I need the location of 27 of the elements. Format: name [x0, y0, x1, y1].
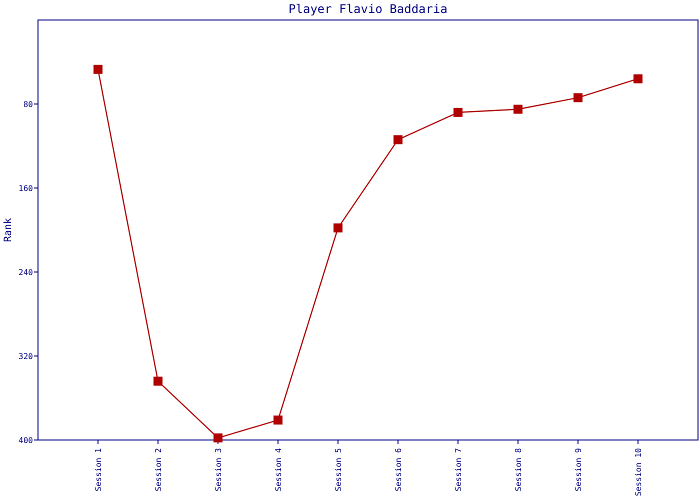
point — [574, 93, 582, 102]
point — [94, 64, 102, 74]
x-tick-label: Session 2 — [154, 448, 163, 492]
y-tick-label: 320 — [18, 352, 34, 361]
point — [274, 416, 282, 425]
y-tick-label: 160 — [18, 184, 34, 193]
point — [334, 223, 342, 232]
x-tick-label: Session 1 — [94, 448, 103, 492]
y-tick-label: 80 — [23, 100, 34, 109]
point — [454, 108, 462, 117]
point — [214, 433, 222, 442]
x-tick-label: Session 6 — [394, 448, 403, 492]
x-tick-label: Session 9 — [574, 448, 583, 492]
x-tick-label: Session 7 — [454, 448, 463, 492]
point — [154, 376, 162, 386]
x-tick-label: Session 8 — [514, 448, 523, 492]
x-tick-label: Session 3 — [214, 448, 223, 492]
point — [514, 104, 522, 114]
point — [394, 135, 402, 144]
y-tick-label: 240 — [18, 268, 34, 277]
x-tick-label: Session 5 — [334, 448, 343, 492]
point — [634, 74, 642, 84]
x-tick-label: Session 10 — [634, 448, 643, 496]
x-tick-label: Session 4 — [274, 448, 283, 492]
chart-title: Player Flavio Baddaria — [288, 2, 448, 16]
y-tick-label: 400 — [18, 436, 34, 445]
y-axis-title: Rank — [3, 218, 14, 242]
